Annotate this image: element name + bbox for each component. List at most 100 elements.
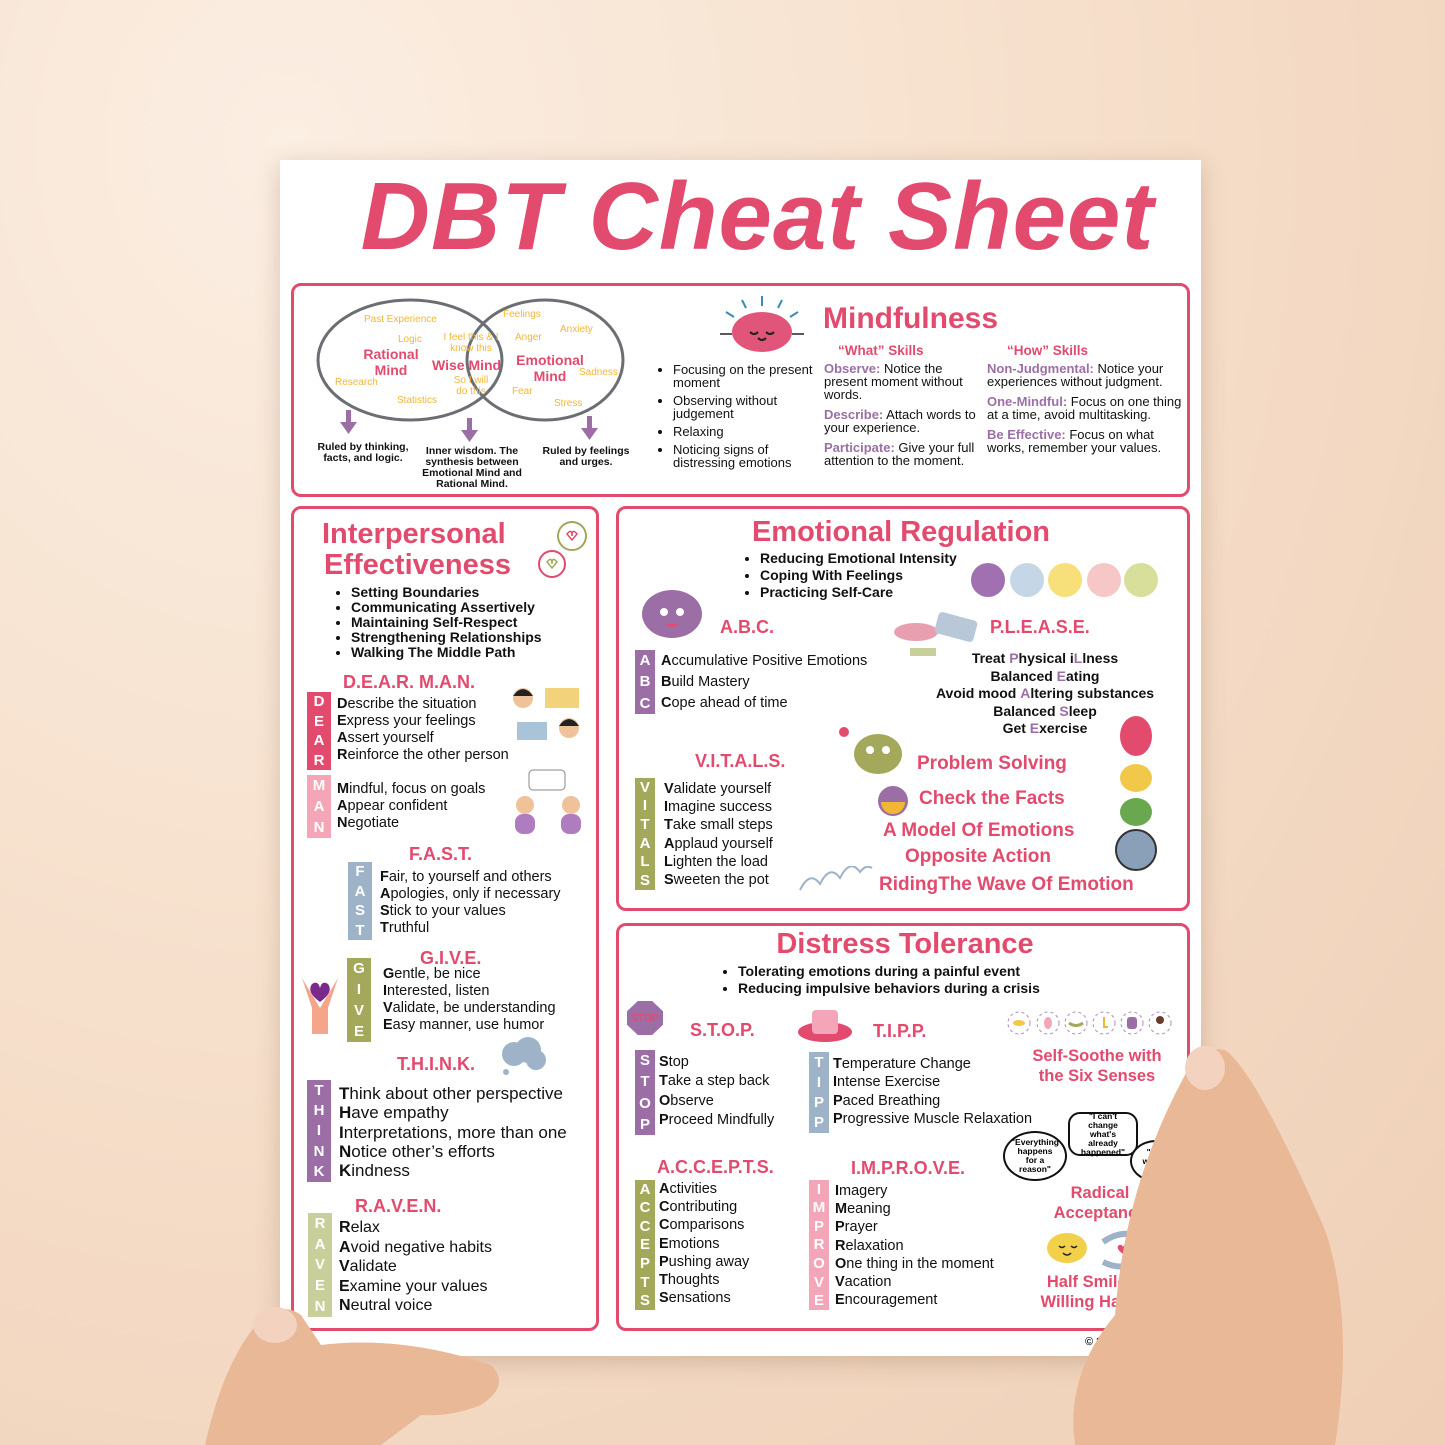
how-skills-list: Non-Judgmental: Notice your experiences … — [987, 362, 1182, 461]
self-soothe-label: Self-Soothe with the Six Senses — [1032, 1047, 1162, 1085]
item-rest: nterested, listen — [387, 983, 490, 999]
item-rest: ctivities — [669, 1181, 718, 1197]
item-rest: air, to yourself and others — [388, 869, 552, 885]
radical-acceptance-label: Radical Acceptance — [1053, 1184, 1147, 1222]
give-item: Interested, listen — [383, 983, 556, 1000]
item-rest: ccumulative Positive Emotions — [671, 653, 868, 669]
give-item: Easy manner, use humor — [383, 1017, 556, 1034]
abc-title: A.B.C. — [720, 617, 774, 637]
item-rest: indful, focus on goals — [349, 781, 486, 797]
please-item: Balanced Sleep — [920, 703, 1170, 721]
smile-face-icon — [1048, 563, 1082, 597]
stop-letter: S — [639, 1052, 650, 1070]
give-letter: I — [356, 981, 362, 998]
accepts-letter: P — [639, 1255, 650, 1273]
copyright: © 2024 MI — [1085, 1336, 1136, 1348]
happy-face-icon — [1124, 563, 1158, 597]
item-rest: hink about other perspective — [349, 1084, 563, 1103]
item-rest: escribe the situation — [347, 696, 477, 712]
skill-opposite-action: Opposite Action — [905, 846, 1052, 867]
raven-letter: R — [314, 1214, 326, 1232]
item-initial: A — [664, 835, 675, 852]
item-rest: motions — [668, 1235, 720, 1252]
venn-word: Stress — [554, 398, 583, 409]
item-rest: void negative habits — [350, 1238, 492, 1256]
item-rest: ighten the load — [672, 853, 768, 870]
stop-item: Take a step back — [659, 1072, 774, 1091]
give-item: Gentle, be nice — [383, 966, 556, 983]
item-rest: omparisons — [669, 1217, 745, 1234]
bullet-item: Observing without judgement — [673, 394, 817, 420]
item-initial: P — [833, 1092, 843, 1109]
what-skills-title: “What” Skills — [838, 343, 924, 358]
item-initial: A — [380, 886, 391, 902]
vitals-item: Imagine success — [664, 798, 773, 816]
half-smile-label: Half Smile & Willing Hands — [1040, 1273, 1150, 1311]
how-skills-title: “How” Skills — [1007, 343, 1089, 358]
dear-letter: R — [313, 751, 325, 769]
item-initial: M — [835, 1201, 848, 1218]
think-letter: N — [313, 1142, 325, 1160]
fast-items: Fair, to yourself and others Apologies, o… — [380, 869, 561, 937]
think-letter: K — [313, 1163, 325, 1181]
think-item: Interpretations, more than one — [339, 1123, 567, 1142]
think-item: Notice other’s efforts — [339, 1142, 567, 1161]
think-items: Think about other perspective Have empath… — [339, 1084, 567, 1180]
item-initial: F — [380, 869, 389, 885]
vitals-items: Validate yourself Imagine success Take sma… — [664, 780, 773, 889]
item-initial: C — [659, 1199, 670, 1216]
give-title: G.I.V.E. — [420, 948, 482, 968]
please-item: Balanced Eating — [920, 668, 1170, 686]
please-part: Avoid mood — [935, 685, 1021, 701]
please-list: Treat Physical iLlness Balanced Eating Avo… — [920, 650, 1170, 738]
item-rest: magery — [839, 1183, 888, 1199]
bullet-item: Strengthening Relationships — [351, 630, 542, 645]
improve-letter: M — [812, 1199, 826, 1217]
bullet-item: Setting Boundaries — [351, 585, 542, 600]
item-rest: ushing away — [668, 1253, 750, 1270]
think-item: Kindness — [339, 1161, 567, 1180]
vitals-letter: S — [639, 872, 650, 890]
accepts-item: Emotions — [659, 1235, 749, 1253]
ice-cube-icon — [798, 1010, 852, 1042]
please-part: Balanced — [993, 702, 1060, 719]
skill-text: Focus on one thing at a time, avoid mult… — [987, 394, 1182, 422]
venn-word: Logic — [398, 334, 422, 345]
dear-item: Describe the situation — [337, 696, 509, 713]
man-letter: M — [312, 777, 326, 794]
vitals-item: Take small steps — [664, 816, 773, 834]
smile-face-icon — [1087, 563, 1121, 597]
item-initial: S — [659, 1054, 669, 1070]
wise-mind-label: Wise Mind — [432, 357, 502, 373]
stop-sign-icon: STOP — [627, 1001, 663, 1035]
quote-bubble: "It is what it is" — [1130, 1140, 1182, 1182]
accepts-letter: C — [639, 1199, 651, 1217]
improve-item: Imagery — [835, 1182, 994, 1200]
skill-label: One-Mindful: — [987, 394, 1068, 409]
vitals-letter: A — [639, 834, 651, 852]
thought-cloud-icon — [502, 1037, 546, 1075]
item-initial: S — [380, 903, 390, 919]
item-rest: roceed Mindfully — [668, 1111, 775, 1128]
six-senses-icons — [1007, 1011, 1172, 1035]
skill-text: Focus on what works, remember your value… — [987, 427, 1162, 455]
item-initial: P — [833, 1110, 843, 1127]
item-initial: T — [380, 920, 389, 936]
think-letter: I — [316, 1122, 322, 1140]
item-rest: rogressive Muscle Relaxation — [842, 1110, 1033, 1127]
please-title: P.L.E.A.S.E. — [990, 617, 1090, 637]
bullet-item: Coping With Feelings — [760, 567, 957, 584]
accepts-items: Activities Contributing Comparisons Emotion… — [659, 1180, 749, 1307]
venn-word: Anxiety — [560, 324, 593, 335]
tipp-letter: P — [813, 1094, 824, 1112]
think-item: Have empathy — [339, 1103, 567, 1122]
item-initial: P — [659, 1111, 669, 1128]
improve-item: Meaning — [835, 1200, 994, 1218]
item-rest: ope ahead of time — [671, 695, 788, 711]
man-letter: N — [313, 819, 325, 836]
item-initial: P — [659, 1253, 669, 1270]
bullet-item: Noticing signs of distressing emotions — [673, 443, 817, 469]
